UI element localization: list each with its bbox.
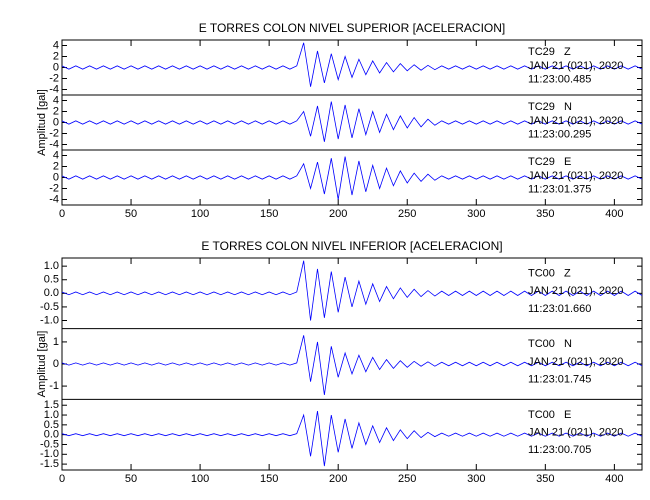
component-label: Z <box>564 267 571 279</box>
y-tick-label: -2 <box>49 127 59 139</box>
y-tick-label: -1.0 <box>40 314 59 326</box>
x-tick-label: 150 <box>260 473 278 485</box>
chart-title: E TORRES COLON NIVEL INFERIOR [ACELERACI… <box>201 239 502 253</box>
y-tick-label: 2 <box>53 160 59 172</box>
x-tick-label: 200 <box>329 473 347 485</box>
station-label: TC00 <box>528 409 555 421</box>
y-tick-label: 0.5 <box>44 274 59 286</box>
y-tick-label: 2 <box>53 105 59 117</box>
station-label: TC29 <box>528 156 555 168</box>
x-tick-label: 300 <box>467 208 485 220</box>
x-tick-label: 50 <box>125 473 137 485</box>
y-tick-label: 1 <box>53 336 59 348</box>
seismic-trace <box>61 411 643 467</box>
seismic-trace <box>61 260 643 321</box>
y-tick-label: 0 <box>53 171 59 183</box>
time-label: 11:23:00.705 <box>528 444 591 456</box>
y-tick-label: 0 <box>53 358 59 370</box>
y-tick-label: -4 <box>49 193 59 205</box>
time-label: 11:23:01.745 <box>528 373 591 385</box>
y-tick-label: 4 <box>53 94 59 106</box>
date-label: JAN 21 (021), 2020 <box>528 115 623 127</box>
component-label: N <box>564 101 572 113</box>
x-tick-label: 100 <box>191 473 209 485</box>
x-tick-label: 250 <box>398 473 416 485</box>
y-tick-label: -2 <box>49 72 59 84</box>
x-tick-label: 150 <box>260 208 278 220</box>
date-label: JAN 21 (021), 2020 <box>528 60 623 72</box>
y-tick-label: 4 <box>53 39 59 51</box>
time-label: 11:23:00.295 <box>528 129 591 141</box>
x-tick-label: 300 <box>467 473 485 485</box>
date-label: JAN 21 (021), 2020 <box>528 285 623 297</box>
x-tick-label: 0 <box>59 473 65 485</box>
x-tick-label: 350 <box>536 208 554 220</box>
x-tick-label: 100 <box>191 208 209 220</box>
y-tick-label: 1.5 <box>44 399 59 411</box>
date-label: JAN 21 (021), 2020 <box>528 426 623 438</box>
date-label: JAN 21 (021), 2020 <box>528 356 623 368</box>
y-tick-label: 0.5 <box>44 419 59 431</box>
y-tick-label: 0.0 <box>44 287 59 299</box>
y-tick-label: -4 <box>49 83 59 95</box>
y-tick-label: -1.5 <box>40 458 59 470</box>
y-tick-label: -0.5 <box>40 301 59 313</box>
y-tick-label: 0 <box>53 116 59 128</box>
station-label: TC00 <box>528 338 555 350</box>
component-label: E <box>564 156 571 168</box>
component-label: Z <box>564 46 571 58</box>
time-label: 11:23:01.375 <box>528 184 591 196</box>
y-tick-label: -1 <box>49 380 59 392</box>
y-tick-label: 1.0 <box>44 260 59 272</box>
y-tick-label: -0.5 <box>40 438 59 450</box>
y-tick-label: -4 <box>49 138 59 150</box>
y-axis-label: Amplitud [gal] <box>36 331 48 398</box>
x-tick-label: 200 <box>329 208 347 220</box>
x-tick-label: 250 <box>398 208 416 220</box>
x-tick-label: 400 <box>605 473 623 485</box>
component-label: N <box>564 338 572 350</box>
seismic-trace <box>61 156 643 200</box>
seismic-trace <box>61 101 643 142</box>
x-tick-label: 0 <box>59 208 65 220</box>
y-tick-label: -2 <box>49 182 59 194</box>
time-label: 11:23:01.660 <box>528 303 591 315</box>
y-axis-label: Amplitud [gal] <box>36 89 48 156</box>
y-tick-label: 1.0 <box>44 409 59 421</box>
y-tick-label: -1.0 <box>40 448 59 460</box>
y-tick-label: 4 <box>53 149 59 161</box>
y-tick-label: 0 <box>53 61 59 73</box>
chart-title: E TORRES COLON NIVEL SUPERIOR [ACELERACI… <box>199 21 506 35</box>
station-label: TC29 <box>528 46 555 58</box>
x-tick-label: 350 <box>536 473 554 485</box>
date-label: JAN 21 (021), 2020 <box>528 170 623 182</box>
seismic-trace <box>61 42 643 87</box>
station-label: TC00 <box>528 267 555 279</box>
x-tick-label: 50 <box>125 208 137 220</box>
station-label: TC29 <box>528 101 555 113</box>
x-tick-label: 400 <box>605 208 623 220</box>
y-tick-label: 0.0 <box>44 429 59 441</box>
time-label: 11:23:00.485 <box>528 74 591 86</box>
y-tick-label: 2 <box>53 50 59 62</box>
component-label: E <box>564 409 571 421</box>
seismic-trace <box>61 335 643 395</box>
